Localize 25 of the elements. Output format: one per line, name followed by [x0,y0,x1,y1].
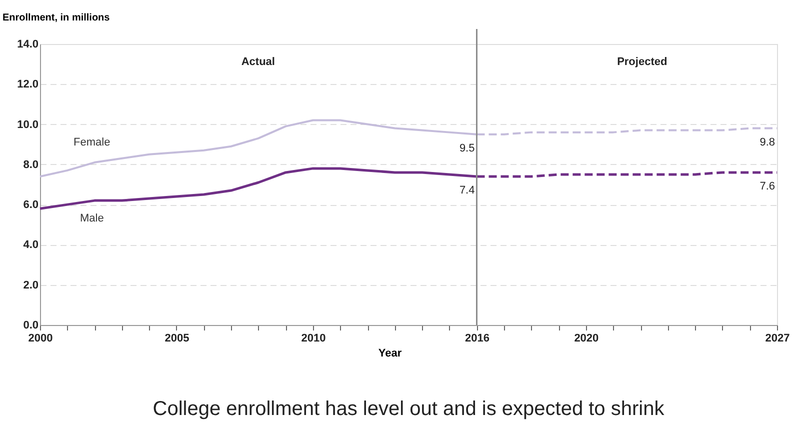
data-label: 9.8 [760,136,775,148]
series-label: Male [80,212,104,225]
y-tick-label: 6.0 [23,199,38,212]
y-tick-label: 2.0 [23,279,38,292]
x-tick-label: 2027 [765,332,790,344]
x-tick-label: 2000 [28,332,53,344]
series-label: Female [74,136,110,148]
y-axis-title: Enrollment, in millions [2,12,110,24]
data-label: 7.6 [760,180,775,192]
annotation: Actual [241,56,275,68]
x-tick-label: 2016 [465,332,490,344]
y-tick-label: 10.0 [17,118,38,131]
x-tick-label: 2020 [574,332,599,344]
data-label: 7.4 [459,184,475,196]
data-label: 9.5 [459,142,475,154]
y-tick-label: 14.0 [17,38,38,50]
annotation: Projected [617,56,668,68]
x-axis-title: Year [378,348,402,360]
y-tick-label: 0.0 [23,320,38,332]
y-tick-label: 4.0 [23,239,38,252]
x-tick-label: 2005 [164,332,190,344]
y-tick-label: 12.0 [17,78,38,91]
y-tick-label: 8.0 [23,158,38,171]
text: College enrollment has level out and is expected to shrink [152,398,666,420]
x-tick-label: 2010 [301,332,326,344]
